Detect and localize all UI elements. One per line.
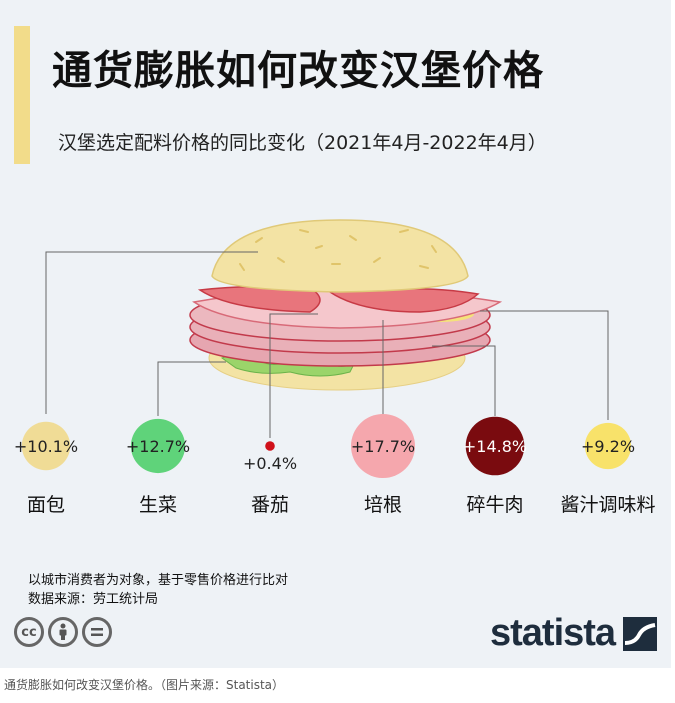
- connector-line: [45, 251, 258, 414]
- sesame-seeds: [239, 229, 437, 271]
- connector-line: [269, 313, 318, 438]
- category-label: 培根: [364, 494, 402, 516]
- chart-subtitle: 汉堡选定配料价格的同比变化（2021年4月-2022年4月）: [58, 132, 547, 154]
- connector-line: [157, 361, 226, 416]
- bubble-6: [584, 422, 632, 470]
- top-bun: [211, 219, 469, 293]
- methodology-note: 以城市消费者为对象，基于零售价格进行比对: [28, 573, 289, 588]
- no-derivatives-icon[interactable]: [82, 617, 112, 647]
- accent-bar: [14, 26, 30, 164]
- brand-wordmark: statista: [490, 612, 616, 654]
- category-label: 酱汁调味料: [560, 494, 655, 516]
- license-icons: cc: [14, 617, 112, 647]
- connector-line: [432, 345, 496, 416]
- bubble-5: [465, 416, 525, 476]
- attribution-person-icon[interactable]: [48, 617, 78, 647]
- infographic-card: 通货膨胀如何改变汉堡价格 汉堡选定配料价格的同比变化（2021年4月-2022年…: [0, 0, 671, 668]
- value-label: +17.7%: [351, 437, 415, 456]
- bubble-2: [130, 418, 186, 474]
- bubble-4: [351, 414, 415, 478]
- statista-logo[interactable]: statista: [490, 612, 658, 655]
- bubble-1: [21, 421, 71, 471]
- connector-line: [480, 310, 609, 420]
- burger-illustration: [189, 219, 503, 391]
- category-label: 番茄: [251, 494, 289, 516]
- page-title: 通货膨胀如何改变汉堡价格: [52, 48, 544, 94]
- bubble-3: [265, 441, 275, 451]
- value-label: +12.7%: [126, 437, 190, 456]
- chart-area: +10.1% 面包 +12.7% 生菜 +0.4% 番茄 +17.7% 培根 +14.8% 碎牛肉…: [14, 219, 656, 516]
- value-label: +0.4%: [243, 454, 297, 473]
- source-note: 数据来源：劳工统计局: [28, 592, 159, 607]
- value-label: +9.2%: [581, 437, 635, 456]
- value-label: +14.8%: [463, 437, 527, 456]
- category-label: 碎牛肉: [466, 494, 523, 516]
- category-label: 面包: [27, 494, 65, 516]
- value-label: +10.1%: [14, 437, 78, 456]
- creative-commons-icon[interactable]: cc: [14, 617, 44, 647]
- image-caption: 通货膨胀如何改变汉堡价格。（图片来源：Statista）: [4, 678, 285, 692]
- statista-logo-icon: [623, 616, 658, 651]
- category-label: 生菜: [139, 494, 177, 516]
